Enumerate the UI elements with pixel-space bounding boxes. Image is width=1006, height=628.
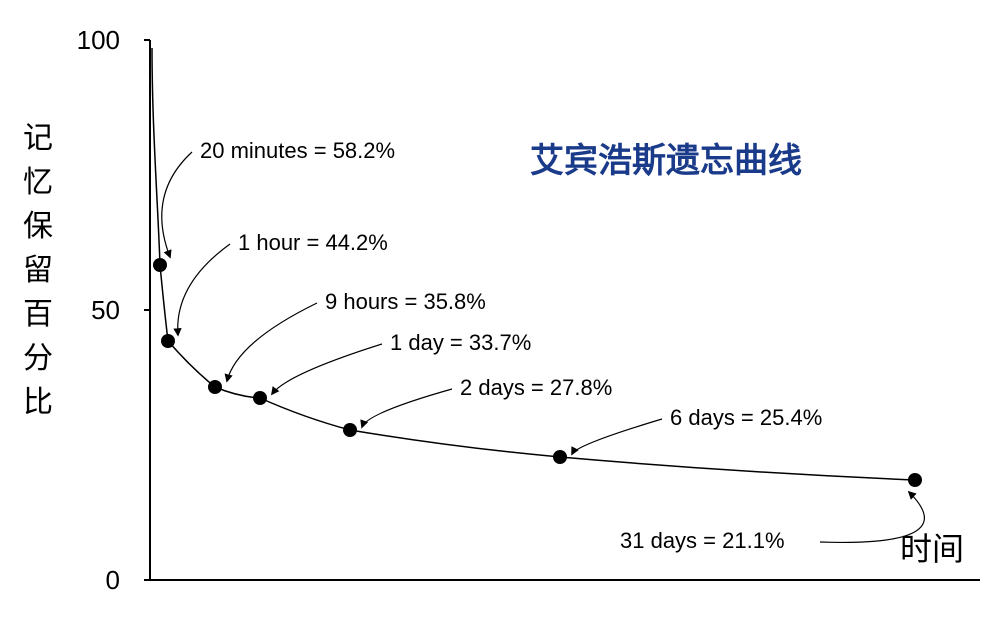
y-axis-label-char: 留 <box>23 254 53 287</box>
data-point <box>208 380 222 394</box>
y-axis-label-char: 记 <box>23 122 53 155</box>
forgetting-curve-chart: 100 50 0 20 minutes = 58.2% 1 hour = 44.2% 9… <box>0 0 1006 628</box>
y-axis-label-char: 比 <box>23 386 53 419</box>
chart-title: 艾宾浩斯遗忘曲线 <box>530 142 802 180</box>
data-point-label: 6 days = 25.4% <box>670 405 822 430</box>
y-axis-label-char: 百 <box>23 298 53 331</box>
callout-arrow <box>227 303 317 381</box>
data-point-label: 20 minutes = 58.2% <box>200 138 395 163</box>
data-point-label: 1 hour = 44.2% <box>238 230 388 255</box>
data-point <box>153 258 167 272</box>
y-tick-label: 0 <box>106 565 120 595</box>
callout-arrow <box>272 344 382 394</box>
callout-arrow <box>178 244 230 335</box>
y-axis-label-char: 忆 <box>23 166 53 199</box>
callout-arrow <box>162 152 192 257</box>
y-tick-label: 100 <box>77 25 120 55</box>
data-point-label: 9 hours = 35.8% <box>325 289 486 314</box>
data-point <box>553 450 567 464</box>
y-axis-label-char: 分 <box>23 342 53 375</box>
data-point <box>908 473 922 487</box>
y-tick-label: 50 <box>91 295 120 325</box>
data-point-label: 2 days = 27.8% <box>460 375 612 400</box>
data-point <box>343 423 357 437</box>
callout-arrow <box>572 419 662 454</box>
x-axis-label: 时间 <box>900 531 964 567</box>
y-axis-label-char: 保 <box>23 210 53 243</box>
callout-arrow <box>362 389 452 427</box>
data-point <box>253 391 267 405</box>
data-point-label: 1 day = 33.7% <box>390 330 531 355</box>
data-point-label: 31 days = 21.1% <box>620 528 785 553</box>
data-point <box>161 334 175 348</box>
